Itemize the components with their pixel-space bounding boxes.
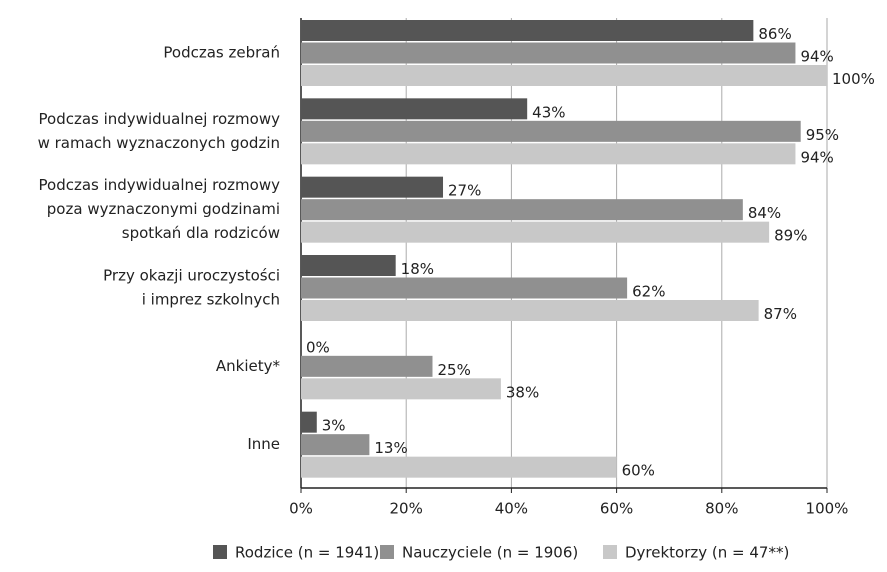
category-label: Podczas zebrań: [163, 44, 280, 62]
bar: [301, 20, 754, 41]
value-label: 27%: [448, 182, 481, 200]
category-label: i imprez szkolnych: [142, 291, 280, 309]
value-label: 94%: [800, 48, 833, 66]
legend-swatch: [380, 545, 394, 559]
bar: [301, 277, 628, 299]
category-label: Inne: [247, 435, 280, 453]
bar: [301, 42, 796, 64]
category-label: w ramach wyznaczonych godzin: [38, 134, 280, 152]
bar: [301, 411, 317, 433]
bar: [301, 98, 528, 120]
value-label: 60%: [622, 462, 655, 480]
legend-swatch: [213, 545, 227, 559]
legend-label: Rodzice (n = 1941): [235, 544, 379, 562]
value-label: 43%: [532, 103, 565, 121]
x-tick-label: 100%: [806, 500, 849, 518]
value-label: 13%: [374, 439, 407, 457]
bar: [301, 120, 801, 142]
x-tick-label: 40%: [495, 500, 528, 518]
value-label: 0%: [306, 338, 330, 356]
category-label: Ankiety*: [216, 357, 281, 375]
legend-label: Nauczyciele (n = 1906): [402, 544, 578, 562]
value-label: 94%: [800, 148, 833, 166]
value-label: 87%: [764, 305, 797, 323]
value-label: 38%: [506, 383, 539, 401]
category-label: Podczas indywidualnej rozmowy: [39, 176, 281, 194]
x-tick-label: 20%: [390, 500, 423, 518]
category-label: spotkań dla rodziców: [122, 224, 280, 242]
value-label: 25%: [438, 361, 471, 379]
bar: [301, 176, 444, 198]
bar: [301, 300, 759, 321]
bar: [301, 255, 396, 276]
bar: [301, 221, 770, 243]
bar: [301, 456, 617, 478]
bar: [301, 355, 433, 377]
bar: [301, 65, 827, 86]
legend-swatch: [603, 545, 617, 559]
bar: [301, 434, 370, 456]
bar: [301, 199, 743, 221]
value-label: 84%: [748, 204, 781, 222]
bar: [301, 143, 796, 165]
value-label: 18%: [401, 260, 434, 278]
bar: [301, 378, 501, 400]
value-label: 86%: [758, 25, 791, 43]
category-label: Podczas indywidualnej rozmowy: [39, 110, 281, 128]
value-label: 95%: [806, 126, 839, 144]
legend-label: Dyrektorzy (n = 47**): [625, 544, 789, 562]
value-label: 62%: [632, 283, 665, 301]
value-label: 100%: [832, 70, 875, 88]
value-label: 89%: [774, 227, 807, 245]
value-label: 3%: [322, 417, 346, 435]
x-tick-label: 60%: [600, 500, 633, 518]
category-label: Przy okazji uroczystości: [103, 267, 280, 285]
x-tick-label: 80%: [705, 500, 738, 518]
x-tick-label: 0%: [289, 500, 313, 518]
category-label: poza wyznaczonymi godzinami: [47, 200, 280, 218]
